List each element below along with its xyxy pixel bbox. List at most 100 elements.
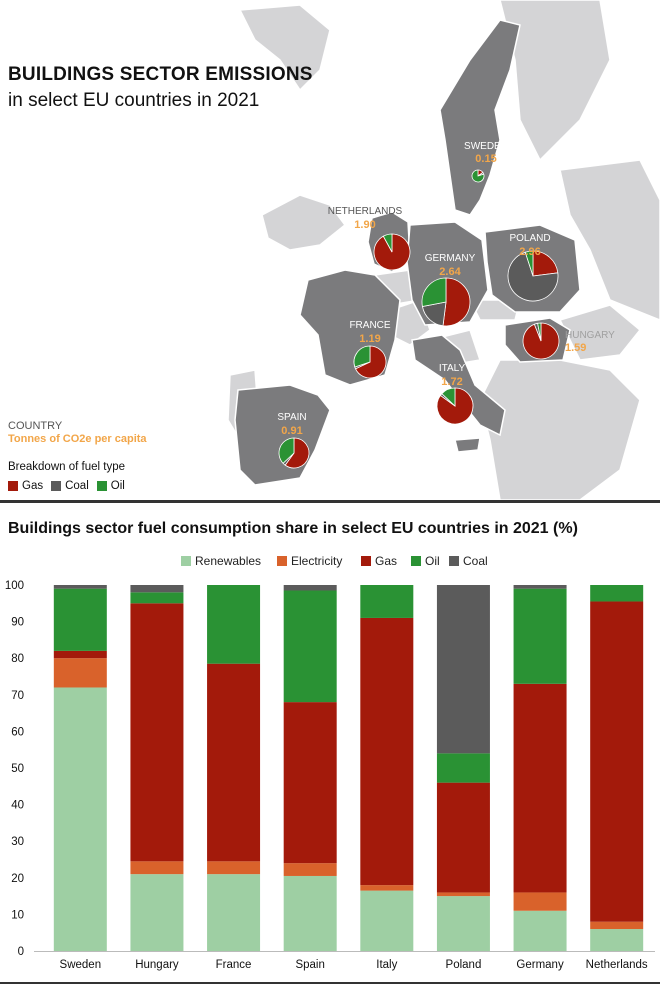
y-tick-label: 50 <box>11 763 24 775</box>
gas-swatch <box>8 481 18 491</box>
country-value-label: 1.72 <box>441 376 462 388</box>
pie-slice-oil <box>353 345 371 368</box>
country-name-label: GERMANY <box>425 253 476 264</box>
x-tick-label: Hungary <box>135 959 179 971</box>
emissions-map-panel: SWEDEN 0.15 NETHERLANDS 1.90 POLAND 2.96 GERMA… <box>8 0 660 500</box>
pie-slice-oil <box>278 437 295 464</box>
x-tick-label: Germany <box>516 959 564 971</box>
bar-spain <box>283 585 337 951</box>
country-value-label: 1.90 <box>354 219 375 231</box>
legend-swatch <box>411 556 421 566</box>
pie-slice-oil <box>382 233 393 253</box>
pie-slice-oil <box>471 169 485 183</box>
bar-segment-renewables <box>207 874 261 951</box>
chart-legend: Renewables Electricity Gas Oil Coal <box>181 554 488 568</box>
key-country-label: COUNTRY <box>8 420 63 432</box>
country-value-label: 0.91 <box>281 425 302 437</box>
bar-segment-oil <box>590 585 644 602</box>
bar-segment-renewables <box>436 896 490 951</box>
y-tick-label: 40 <box>11 800 24 812</box>
bar-segment-oil <box>53 588 107 651</box>
bar-segment-coal <box>436 585 490 754</box>
x-tick-label: Spain <box>295 959 324 971</box>
key-breakdown-label: Breakdown of fuel type <box>8 461 125 473</box>
bar-hungary <box>130 585 184 951</box>
bar-segment-electricity <box>436 892 490 897</box>
bar-segment-gas <box>283 702 337 864</box>
bar-segment-electricity <box>590 921 644 930</box>
pie-poland <box>507 250 559 302</box>
bar-segment-renewables <box>283 875 337 951</box>
legend-label: Coal <box>463 554 488 568</box>
bar-segment-oil <box>130 592 184 604</box>
legend-swatch <box>449 556 459 566</box>
x-tick-label: Netherlands <box>586 959 648 971</box>
fuel-legend-label: Gas <box>22 480 44 492</box>
map-title: BUILDINGS SECTOR EMISSIONS <box>8 64 313 85</box>
bar-sweden <box>53 585 107 951</box>
bar-germany <box>513 585 567 951</box>
sweden-shape <box>439 19 521 216</box>
legend-item-electricity: Electricity <box>277 554 342 568</box>
y-tick-label: 10 <box>11 909 24 921</box>
country-name-label: SWEDEN <box>464 141 508 152</box>
legend-item-oil: Oil <box>411 554 440 568</box>
country-name-label: HUNGARY <box>565 330 615 341</box>
pie-slice-gas <box>284 437 310 469</box>
legend-swatch <box>361 556 371 566</box>
bar-segment-gas <box>130 603 184 862</box>
map-subtitle: in select EU countries in 2021 <box>8 90 260 111</box>
sicily-shape <box>454 437 481 453</box>
fuel-legend-oil: Oil <box>96 480 125 492</box>
bar-italy <box>360 585 414 951</box>
bar-poland <box>436 585 490 951</box>
bar-segment-gas <box>513 683 567 893</box>
country-name-label: POLAND <box>509 233 550 244</box>
bar-segment-coal <box>283 585 337 591</box>
plot-area <box>53 585 644 951</box>
fuel-legend-coal: Coal <box>51 480 89 492</box>
country-name-label: ITALY <box>439 363 466 374</box>
y-tick-label: 20 <box>11 873 24 885</box>
bottom-divider <box>0 982 660 984</box>
bar-segment-renewables <box>53 687 107 951</box>
bar-segment-oil <box>283 590 337 703</box>
y-tick-label: 70 <box>11 690 24 702</box>
pie-slice-oil <box>421 277 447 307</box>
y-tick-label: 80 <box>11 653 24 665</box>
italy-shape <box>411 334 506 437</box>
legend-label: Electricity <box>291 554 342 568</box>
x-axis: Sweden Hungary France Spain Italy Poland Germa… <box>60 959 648 971</box>
pie-slice-gas <box>532 250 559 277</box>
country-value-label: 1.59 <box>565 342 586 354</box>
stacked-bar-chart: Renewables Electricity Gas Oil Coal 0 10 20 30 4… <box>5 554 655 971</box>
country-name-label: NETHERLANDS <box>328 206 403 217</box>
country-name-label: FRANCE <box>349 320 390 331</box>
y-tick-label: 0 <box>18 946 24 958</box>
legend-item-coal: Coal <box>449 554 488 568</box>
bar-segment-electricity <box>283 863 337 876</box>
pie-slice-gas <box>354 345 387 379</box>
fuel-legend-label: Oil <box>110 480 125 492</box>
fuel-legend-gas: Gas <box>8 480 43 492</box>
bar-segment-electricity <box>207 861 261 875</box>
pie-france <box>353 345 387 379</box>
oil-swatch <box>96 481 107 491</box>
pie-slice-oil <box>441 387 456 407</box>
bar-segment-gas <box>207 663 261 862</box>
y-tick-label: 90 <box>11 617 24 629</box>
legend-item-renewables: Renewables <box>181 554 261 568</box>
bar-segment-gas <box>590 601 644 922</box>
pie-netherlands <box>373 233 411 271</box>
bar-segment-electricity <box>53 658 107 688</box>
bar-segment-renewables <box>513 910 567 951</box>
country-value-label: 1.19 <box>359 333 380 345</box>
bar-segment-oil <box>360 585 414 618</box>
pie-germany <box>421 277 471 327</box>
bar-segment-coal <box>513 585 567 589</box>
pie-sweden <box>471 169 485 183</box>
bar-segment-renewables <box>590 929 644 951</box>
y-axis: 0 10 20 30 40 50 60 70 80 90 100 <box>5 580 655 958</box>
legend-swatch <box>181 556 191 566</box>
